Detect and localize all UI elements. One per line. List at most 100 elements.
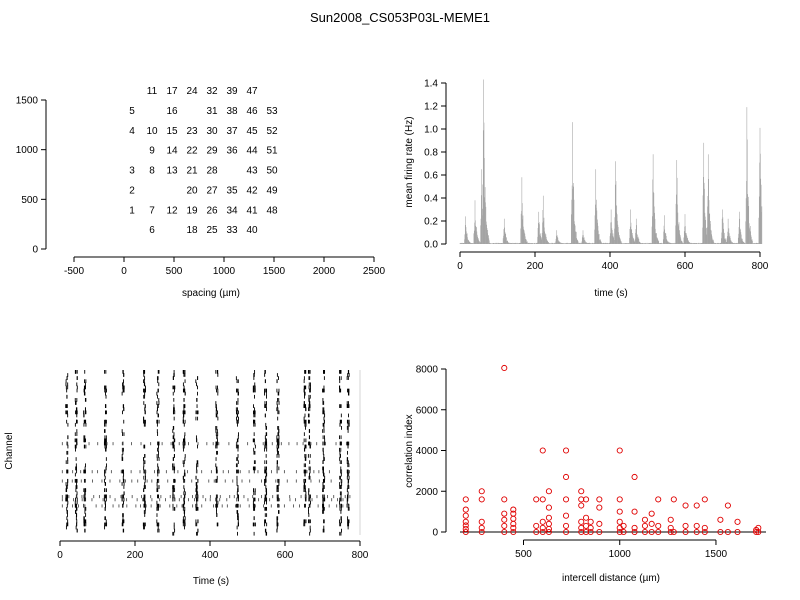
raster-spike xyxy=(97,442,99,446)
raster-spike xyxy=(264,460,266,464)
raster-spike xyxy=(105,422,107,427)
raster-spike xyxy=(348,404,350,408)
raster-spike xyxy=(196,463,198,468)
electrode-label: 43 xyxy=(246,166,258,177)
raster-spike xyxy=(105,457,107,461)
raster-spike xyxy=(237,519,239,524)
raster-spike xyxy=(264,469,266,474)
raster-spike xyxy=(253,460,255,464)
raster-spike xyxy=(265,422,267,427)
raster-spike xyxy=(309,388,311,393)
raster-spike xyxy=(158,441,160,446)
raster-spike xyxy=(347,469,349,474)
raster-spike xyxy=(278,450,279,455)
raster-spike xyxy=(237,522,239,527)
raster-spike xyxy=(265,469,267,474)
raster-spike xyxy=(174,438,176,443)
raster-spike xyxy=(226,504,228,508)
raster-spike xyxy=(67,457,69,461)
raster-spike xyxy=(182,416,184,421)
raster-spike xyxy=(76,419,78,424)
corr-point xyxy=(682,502,689,509)
raster-spike xyxy=(144,404,146,408)
corr-point xyxy=(724,502,731,509)
raster-spike xyxy=(75,466,77,471)
raster-spike xyxy=(143,475,145,480)
raster-spike xyxy=(347,422,349,427)
raster-spike xyxy=(340,516,342,521)
raster-spike xyxy=(266,426,268,430)
raster-spike xyxy=(347,519,349,524)
raster-spike xyxy=(67,500,69,505)
electrode-label: 25 xyxy=(206,225,218,236)
raster-spike xyxy=(142,497,144,502)
raster-spike xyxy=(278,444,280,449)
corr-point xyxy=(462,518,469,525)
raster-spike xyxy=(254,438,255,443)
raster-spike xyxy=(158,401,160,405)
raster-spike xyxy=(217,432,219,436)
raster-spike xyxy=(288,442,290,446)
electrode-label: 50 xyxy=(266,166,278,177)
raster-spike xyxy=(172,485,174,489)
raster-spike xyxy=(278,426,280,430)
raster-spike xyxy=(184,472,186,477)
raster-spike xyxy=(121,522,123,527)
raster-spike xyxy=(236,478,238,483)
corr-y-tick-label: 8000 xyxy=(416,365,439,376)
raster-spike xyxy=(197,494,199,499)
raster-spike xyxy=(84,519,86,524)
raster-spike xyxy=(277,432,279,436)
electrode-label: 13 xyxy=(166,166,178,177)
raster-spike xyxy=(182,519,184,524)
raster-spike xyxy=(76,370,78,374)
raster-spike xyxy=(346,404,348,408)
raster-spike xyxy=(216,522,218,527)
raster-spike xyxy=(83,435,85,440)
raster-spike xyxy=(339,519,341,524)
rate-x-axis: 0 200 400 600 800 xyxy=(457,251,769,272)
raster-spike xyxy=(340,485,342,489)
raster-spike xyxy=(156,503,158,508)
raster-spike xyxy=(247,442,249,446)
raster-spike xyxy=(104,422,105,427)
raster-spike xyxy=(276,404,278,408)
raster-spike xyxy=(348,441,350,446)
raster-spike xyxy=(247,498,249,502)
raster-spike xyxy=(105,447,106,452)
raster-spike xyxy=(76,429,78,433)
raster-spike xyxy=(305,404,306,408)
raster-spike xyxy=(348,504,350,508)
raster-spike xyxy=(269,498,271,502)
raster-spike xyxy=(283,504,285,508)
raster-spike xyxy=(253,447,255,452)
raster-spike xyxy=(105,391,106,396)
raster-spike xyxy=(236,410,238,415)
raster-spike xyxy=(224,479,226,483)
electrode-label: 1 xyxy=(129,205,135,216)
raster-spike xyxy=(173,454,175,458)
raster-spike xyxy=(169,504,171,508)
corr-point xyxy=(578,518,585,525)
raster-spike xyxy=(264,497,266,502)
raster-spike xyxy=(254,450,256,455)
raster-spike xyxy=(206,442,208,446)
electrode-label: 24 xyxy=(186,86,198,97)
raster-spike xyxy=(150,495,152,499)
raster-spike xyxy=(278,398,280,402)
raster-spike xyxy=(277,391,279,396)
raster-spike xyxy=(183,497,185,502)
raster-spike xyxy=(122,382,124,387)
raster-spike xyxy=(104,438,105,443)
corr-point xyxy=(655,522,662,529)
raster-spike xyxy=(236,388,238,393)
corr-point xyxy=(631,528,638,536)
raster-spike xyxy=(237,488,239,493)
corr-point xyxy=(510,506,517,513)
raster-spike xyxy=(114,498,116,502)
raster-spike xyxy=(131,442,132,446)
corr-point xyxy=(616,518,623,525)
raster-spike xyxy=(104,444,106,449)
